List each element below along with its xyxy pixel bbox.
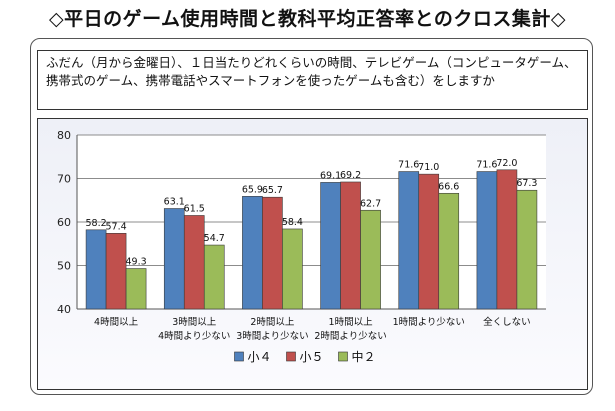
- data-label: 65.9: [242, 184, 263, 195]
- bar-c2: [516, 189, 538, 310]
- y-tick-label: 60: [57, 216, 71, 229]
- y-tick-label: 50: [57, 260, 71, 273]
- data-label: 66.6: [438, 181, 459, 192]
- data-label: 65.7: [262, 185, 283, 196]
- legend-label: 小４: [248, 350, 272, 364]
- x-tick-label: 全くしない: [483, 316, 531, 328]
- bar-s5: [418, 173, 440, 310]
- data-label: 49.3: [126, 257, 147, 268]
- bar-s4: [398, 171, 420, 310]
- bar-s4: [320, 182, 341, 310]
- data-label: 54.7: [204, 233, 225, 244]
- bar-s4: [163, 208, 185, 310]
- bar-c2: [203, 244, 225, 310]
- data-label: 58.2: [86, 218, 107, 229]
- chart-area: 40 50 60 70 80 58.2 57.4 49.3 4時間以上 63.1 61.5 54.7 3…: [37, 118, 588, 390]
- data-label: 69.1: [320, 170, 341, 181]
- bar-chart: 40 50 60 70 80 58.257.4 49.3 4時間以上 63.161.5 54.7 3…: [57, 129, 546, 364]
- data-label: 71.0: [418, 162, 439, 173]
- data-label: 71.6: [476, 160, 497, 171]
- bar-c2: [282, 228, 303, 310]
- bar-c2: [360, 209, 381, 310]
- bar-s5: [262, 196, 283, 310]
- data-label: 72.0: [496, 158, 517, 169]
- data-label: 61.5: [184, 203, 205, 214]
- x-tick-label: 4時間以上: [94, 317, 139, 328]
- legend-label: 中２: [352, 349, 376, 364]
- data-label: 67.3: [516, 178, 537, 189]
- x-tick-label: 3時間以上: [172, 317, 217, 328]
- bar-s5: [183, 215, 205, 310]
- bar-s5: [105, 233, 127, 310]
- x-tick-label: 2時間より少ない: [314, 331, 386, 342]
- bar-s4: [476, 171, 498, 310]
- bar-s4: [242, 196, 263, 310]
- y-tick-label: 80: [57, 129, 71, 142]
- bar-c2: [438, 192, 460, 310]
- data-label: 69.2: [340, 170, 361, 181]
- x-tick-label: 4時間より少ない: [158, 331, 230, 342]
- y-tick-label: 40: [57, 303, 71, 316]
- bar-c2: [125, 268, 147, 310]
- legend-swatch: [338, 351, 348, 362]
- legend-swatch: [286, 351, 296, 362]
- y-tick-label: 70: [57, 173, 71, 186]
- data-label: 57.4: [106, 221, 127, 232]
- page-title: ◇平日のゲーム使用時間と教科平均正答率とのクロス集計◇: [49, 8, 566, 30]
- x-tick-label: 3時間より少ない: [236, 331, 308, 342]
- data-label: 62.7: [360, 198, 381, 209]
- x-tick-label: 1時間より少ない: [393, 317, 465, 328]
- data-label: 58.4: [282, 217, 303, 228]
- bar-s5: [496, 169, 518, 310]
- bar-s4: [85, 229, 107, 310]
- legend-swatch: [234, 351, 244, 362]
- bar-s5: [340, 181, 361, 310]
- x-tick-label: 2時間以上: [250, 317, 295, 328]
- survey-question: ふだん（月から金曜日）、１日当たりどれくらいの時間、テレビゲーム（コンピュータゲ…: [37, 50, 588, 110]
- data-label: 63.1: [164, 197, 185, 208]
- x-tick-label: 1時間以上: [329, 317, 374, 328]
- legend-label: 小５: [300, 350, 324, 364]
- data-label: 71.6: [398, 160, 419, 171]
